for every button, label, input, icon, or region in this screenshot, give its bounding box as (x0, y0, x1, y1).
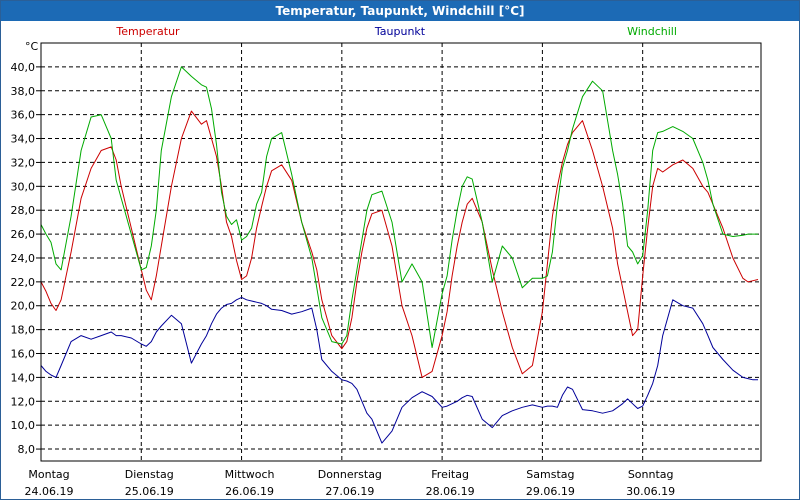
y-tick-label: 40,0 (11, 61, 36, 74)
x-tick-day: Donnerstag (318, 468, 382, 481)
y-tick-label: 34,0 (11, 133, 36, 146)
x-tick-day: Samstag (526, 468, 574, 481)
x-tick-labels: Montag 24.06.19 Dienstag 25.06.19 Mittwoch 26… (25, 468, 676, 498)
x-tick-day: Mittwoch (225, 468, 275, 481)
y-tick-label: 18,0 (11, 324, 36, 337)
x-tick-day: Dienstag (125, 468, 174, 481)
x-tick-day: Sonntag (628, 468, 674, 481)
series-line-windchill (40, 66, 758, 348)
y-tick-label: 38,0 (11, 85, 36, 98)
y-tick-label: 32,0 (11, 156, 36, 169)
y-tick-label: 16,0 (11, 348, 36, 361)
y-tick-label: 28,0 (11, 204, 36, 217)
window-title: Temperatur, Taupunkt, Windchill [°C] (1, 1, 799, 21)
series-line-taupunkt (40, 296, 758, 444)
x-tick-date: 25.06.19 (125, 485, 174, 498)
y-tick-label: 8,0 (18, 443, 36, 456)
legend-temperatur: Temperatur (115, 25, 180, 38)
x-tick-day: Montag (28, 468, 69, 481)
y-tick-label: 10,0 (11, 419, 36, 432)
plot-area (41, 43, 761, 461)
y-tick-label: 14,0 (11, 371, 36, 384)
x-tick-date: 26.06.19 (225, 485, 274, 498)
legend-taupunkt: Taupunkt (374, 25, 426, 38)
y-tick-label: 20,0 (11, 300, 36, 313)
y-tick-label: 30,0 (11, 180, 36, 193)
x-tick-date: 30.06.19 (626, 485, 675, 498)
series-line-temperatur (40, 110, 759, 378)
x-tick-day: Freitag (431, 468, 469, 481)
plot-border (40, 42, 762, 462)
legend: Temperatur Taupunkt Windchill (115, 25, 677, 38)
grid-lines (36, 43, 761, 461)
x-tick-date: 24.06.19 (25, 485, 74, 498)
series-lines (40, 66, 759, 444)
y-tick-label: 12,0 (11, 395, 36, 408)
x-tick-date: 29.06.19 (526, 485, 575, 498)
y-axis-unit: °C (25, 40, 39, 53)
x-tick-date: 28.06.19 (426, 485, 475, 498)
y-tick-label: 36,0 (11, 109, 36, 122)
legend-windchill: Windchill (627, 25, 677, 38)
y-tick-label: 22,0 (11, 276, 36, 289)
x-tick-date: 27.06.19 (325, 485, 374, 498)
y-tick-label: 24,0 (11, 252, 36, 265)
line-chart: 8,0 10,0 12,0 14,0 16,0 18,0 20,0 22,0 24,0 26,0 2… (11, 25, 762, 498)
y-tick-labels: 8,0 10,0 12,0 14,0 16,0 18,0 20,0 22,0 24,0 26,0 2… (11, 61, 36, 456)
y-tick-label: 26,0 (11, 228, 36, 241)
